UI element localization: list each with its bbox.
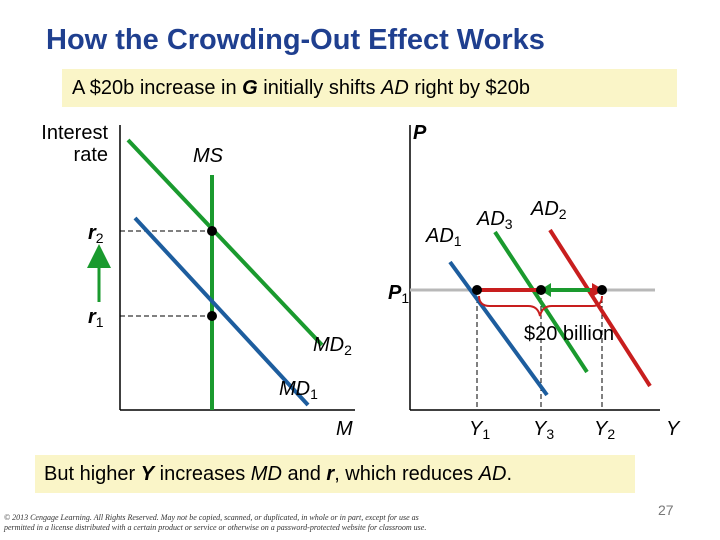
- md1-curve: [133, 216, 310, 407]
- subtitle-var-ad: AD: [381, 77, 409, 99]
- subtitle-var-g: G: [242, 77, 258, 99]
- subtitle-text-2: initially shifts: [257, 77, 382, 99]
- ad1-label: AD1: [426, 225, 462, 249]
- md2-label: MD2: [313, 334, 352, 358]
- md2-curve: [126, 138, 324, 347]
- page-number: 27: [658, 502, 674, 518]
- subtitle-text-3: right by $20b: [408, 77, 531, 99]
- bottom-caption: But higher Y increases MD and r, which r…: [35, 455, 635, 493]
- ad3-curve: [493, 230, 589, 374]
- goods-x-axis-label: Y: [666, 418, 680, 440]
- money-y-axis-label-line2: rate: [73, 144, 108, 166]
- y2-label: Y2: [594, 418, 616, 442]
- ms-label: MS: [193, 145, 223, 167]
- money-y-axis-label: Interest rate: [20, 122, 108, 166]
- money-eq-r2-dot: [207, 226, 217, 236]
- twenty-billion-label: $20 billion: [524, 323, 615, 345]
- y3-label: Y3: [533, 418, 555, 442]
- goods-eq-y2-dot: [597, 285, 607, 295]
- ad1-curve: [448, 260, 549, 397]
- ad2-label: AD2: [531, 198, 567, 222]
- slide-title: How the Crowding-Out Effect Works: [46, 24, 545, 56]
- md1-label: MD1: [279, 378, 318, 402]
- goods-eq-y1-dot: [472, 285, 482, 295]
- subtitle-text-1: A $20b increase in: [72, 77, 243, 99]
- goods-eq-y3-dot: [536, 285, 546, 295]
- money-y-axis-label-line1: Interest: [41, 122, 108, 144]
- twenty-billion-brace: [478, 295, 603, 317]
- y1-label: Y1: [469, 418, 491, 442]
- goods-y-axis-label: P: [413, 122, 427, 144]
- copyright-notice: © 2013 Cengage Learning. All Rights Rese…: [4, 513, 427, 532]
- money-x-axis-label: M: [336, 418, 353, 440]
- ad3-label: AD3: [477, 208, 513, 232]
- r1-label: r1: [88, 306, 104, 330]
- p1-label: P1: [388, 282, 410, 306]
- subtitle-box: A $20b increase in G initially shifts AD…: [62, 69, 677, 107]
- ad2-curve: [548, 228, 652, 388]
- money-eq-r1-dot: [207, 311, 217, 321]
- r2-label: r2: [88, 222, 104, 246]
